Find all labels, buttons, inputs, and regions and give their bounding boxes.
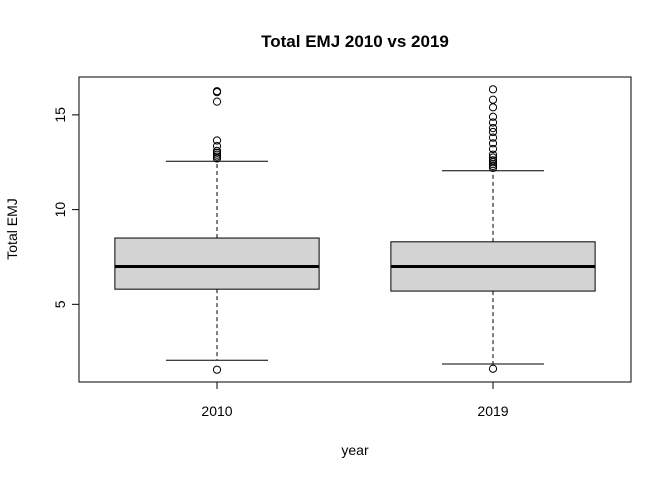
iqr-box bbox=[114, 237, 320, 290]
chart-title: Total EMJ 2010 vs 2019 bbox=[261, 32, 449, 51]
outlier-point bbox=[212, 142, 222, 151]
outlier-point bbox=[488, 118, 498, 127]
outlier-point bbox=[488, 364, 498, 373]
outlier-point bbox=[488, 85, 498, 94]
box-2019 bbox=[390, 85, 596, 373]
outlier-point bbox=[488, 127, 498, 137]
outlier-point bbox=[488, 144, 498, 154]
outlier-point bbox=[488, 133, 498, 142]
outlier-point bbox=[212, 87, 222, 96]
outlier-point bbox=[488, 103, 498, 112]
x-axis: 2010 2019 bbox=[201, 381, 509, 419]
outlier-point bbox=[488, 139, 498, 148]
y-axis: 5 10 15 bbox=[52, 107, 80, 308]
plot-frame bbox=[78, 76, 632, 383]
outlier-point bbox=[488, 156, 498, 165]
y-axis-label: Total EMJ bbox=[4, 198, 20, 259]
box-2010 bbox=[114, 87, 320, 374]
y-tick-label: 10 bbox=[52, 202, 68, 218]
outlier-point bbox=[212, 136, 222, 145]
outlier-point bbox=[488, 153, 498, 162]
x-axis-label: year bbox=[341, 442, 369, 458]
outlier-point bbox=[488, 150, 498, 159]
outlier-point bbox=[212, 97, 222, 106]
outlier-point bbox=[488, 124, 498, 133]
outlier-point bbox=[488, 95, 498, 104]
boxes-group bbox=[114, 85, 596, 374]
outlier-point bbox=[488, 112, 498, 121]
outlier-point bbox=[212, 365, 222, 374]
outlier-point bbox=[212, 146, 222, 155]
y-tick-label: 5 bbox=[52, 300, 68, 308]
x-tick-label: 2019 bbox=[477, 403, 508, 419]
x-tick-label: 2010 bbox=[201, 403, 232, 419]
y-tick-label: 15 bbox=[52, 107, 68, 123]
